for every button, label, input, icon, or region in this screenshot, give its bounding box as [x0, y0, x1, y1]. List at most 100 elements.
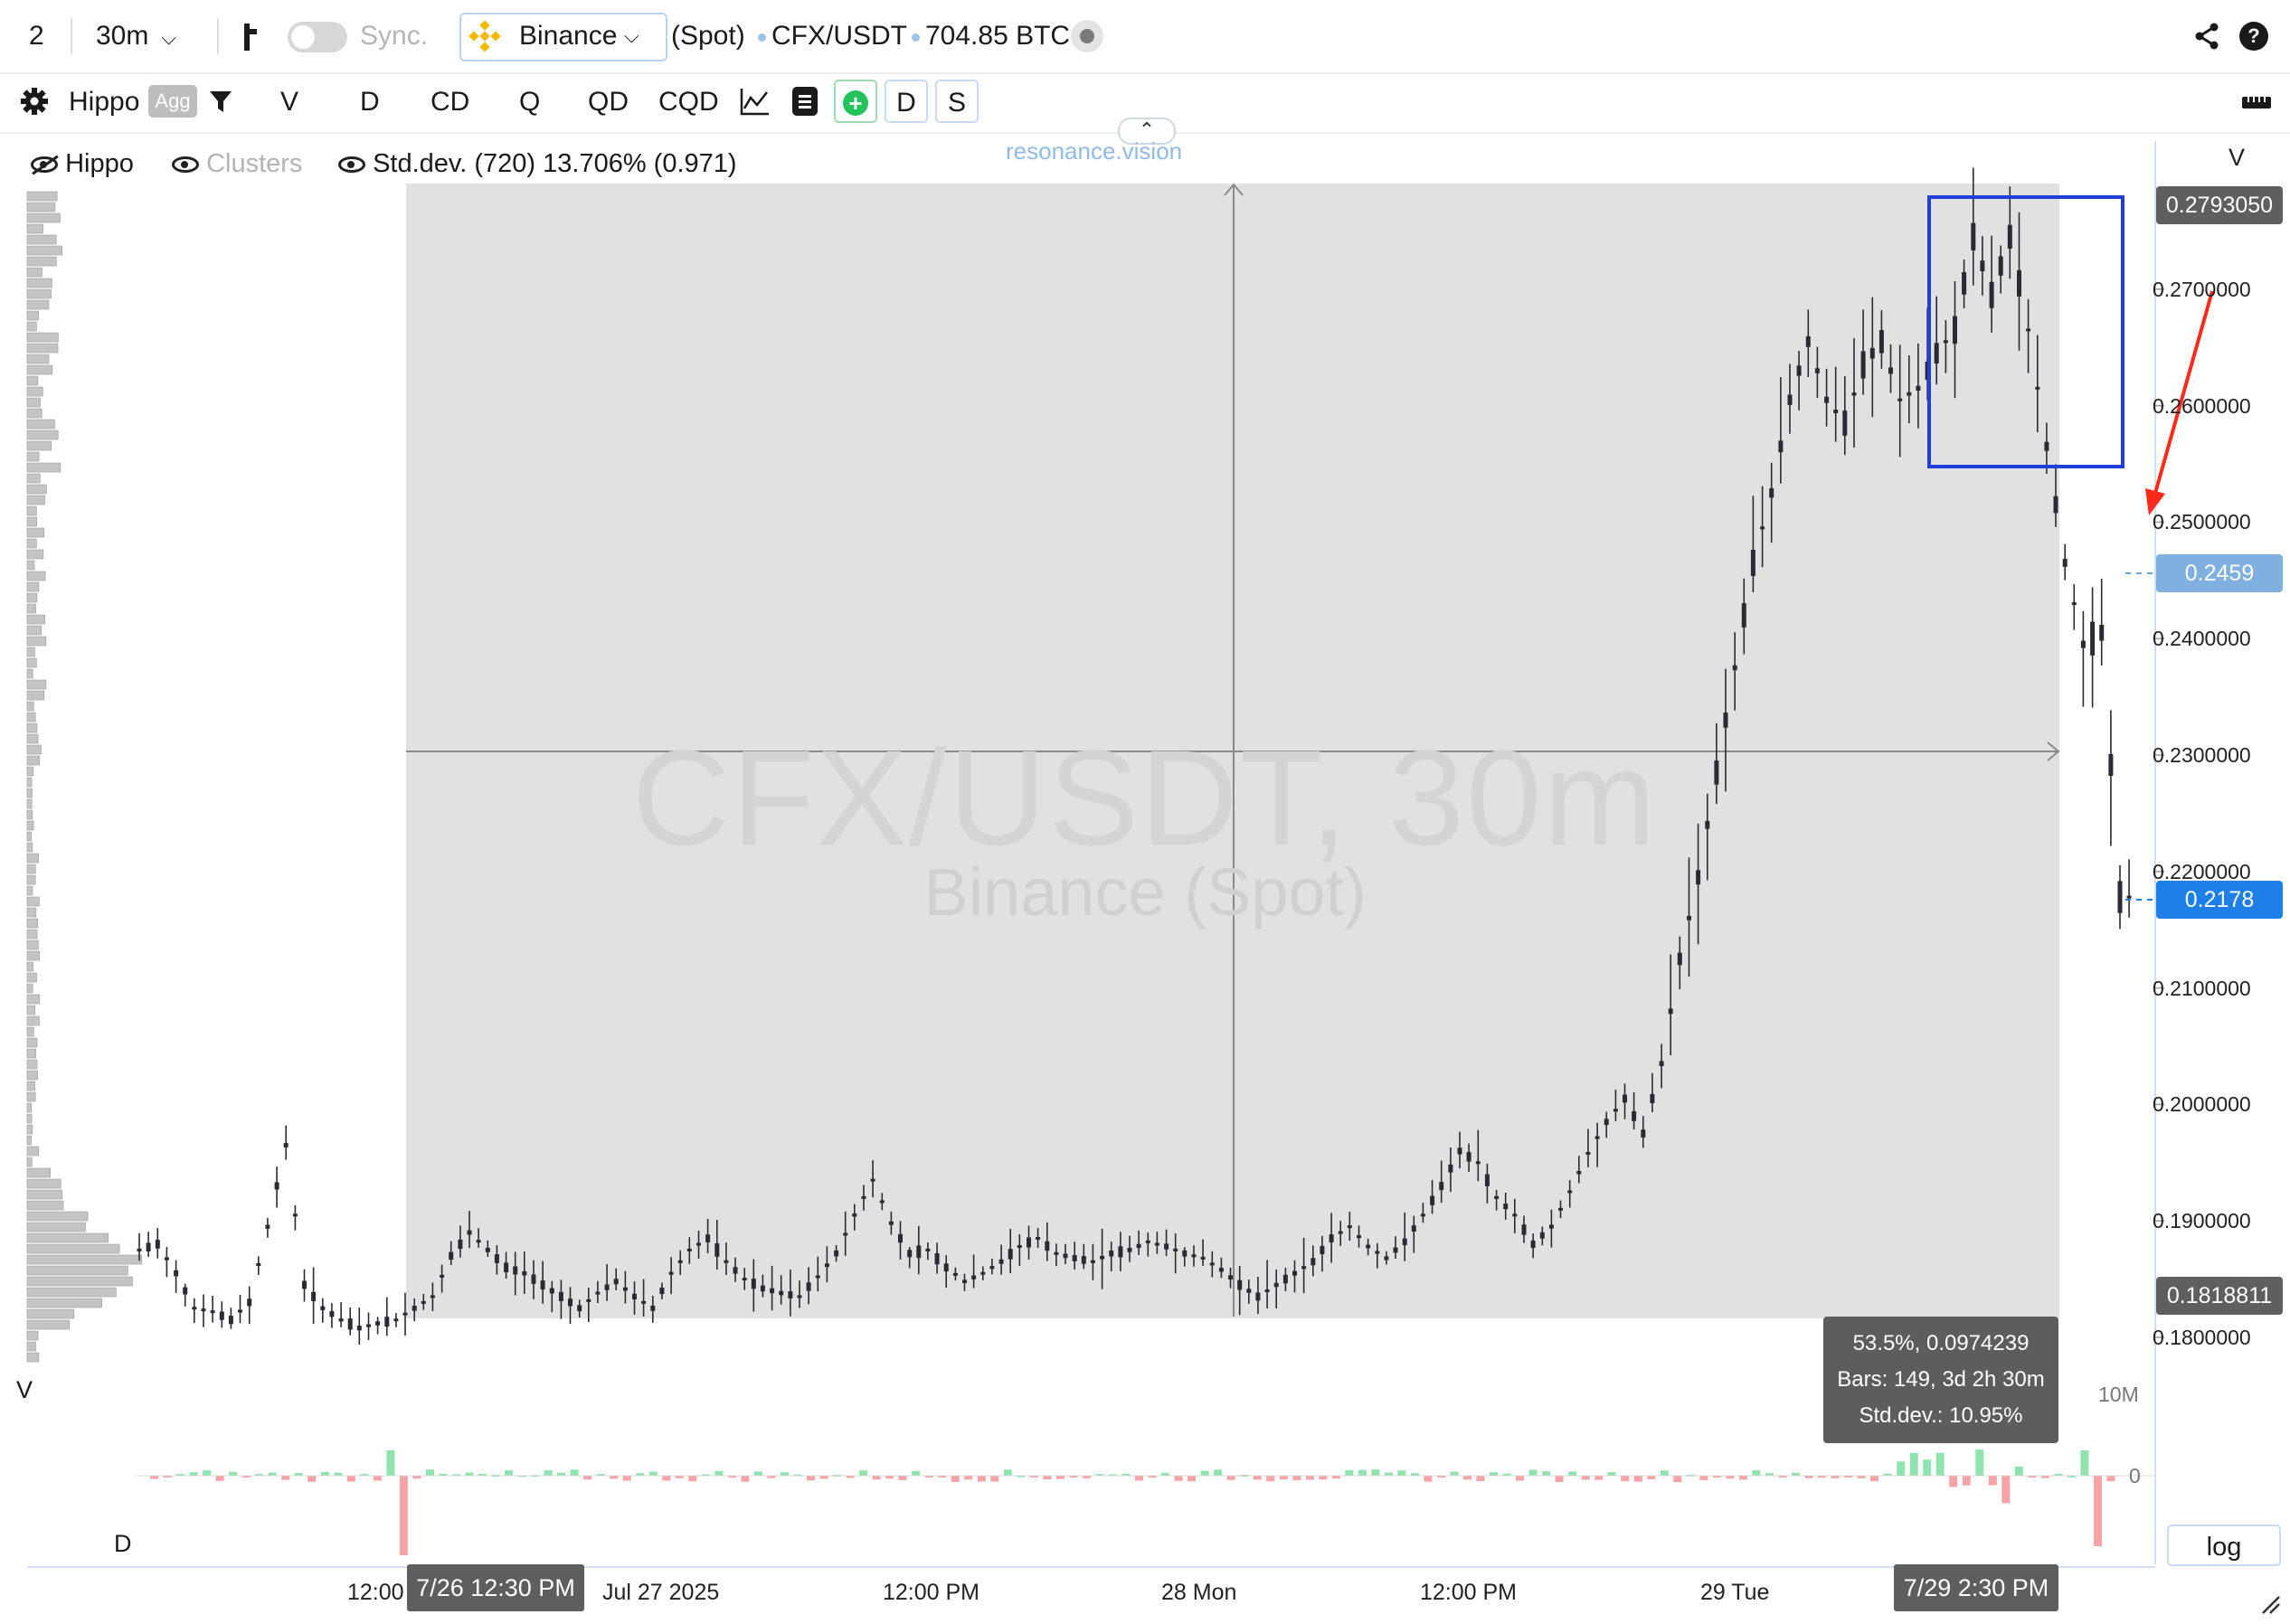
volume-profile-bar	[26, 234, 57, 245]
delta-bar	[1804, 1476, 1813, 1478]
indicator-stddev-label: Std.dev. (720) 13.706% (0.971)	[373, 149, 737, 178]
delta-bar	[452, 1474, 460, 1477]
candle-body	[797, 1295, 802, 1298]
candle-body	[549, 1288, 554, 1294]
help-icon[interactable]: ?	[2239, 22, 2268, 51]
volume-profile-bar	[26, 636, 47, 647]
delta-bar	[1029, 1476, 1038, 1478]
candle-body	[2080, 640, 2086, 648]
agg-badge[interactable]: Agg	[148, 85, 197, 118]
candle-body	[375, 1321, 381, 1326]
volume-profile-bar	[26, 1276, 133, 1287]
delta-bar	[610, 1476, 619, 1479]
candle-body	[430, 1295, 435, 1298]
volume-profile-bar	[26, 1015, 40, 1026]
volume-profile-bar	[26, 1352, 40, 1363]
delta-bar	[346, 1476, 355, 1482]
chart-type-icon[interactable]	[242, 24, 259, 51]
volume-profile-bar	[26, 853, 39, 864]
price-tick-label: 0.2700000	[2153, 277, 2251, 301]
delta-bar	[964, 1476, 973, 1480]
candle-body	[274, 1182, 279, 1190]
candle-body	[1017, 1245, 1022, 1248]
delta-bar	[2001, 1476, 2011, 1504]
candle-body	[632, 1293, 637, 1299]
volume-profile-bar	[26, 462, 62, 473]
candle-body	[622, 1287, 628, 1291]
collapse-toolbar-button[interactable]: ⌃	[1118, 118, 1176, 145]
candle-body	[155, 1240, 160, 1249]
toggle-s-button[interactable]: S	[935, 80, 979, 123]
candle-body	[1971, 222, 1976, 250]
btn-d[interactable]: D	[360, 87, 380, 117]
btn-q[interactable]: Q	[519, 87, 541, 117]
volume-profile-bar	[26, 842, 33, 853]
candle-body	[402, 1312, 408, 1316]
profile-label[interactable]: Hippo	[69, 87, 140, 117]
indicator-stddev[interactable]: Std.dev. (720) 13.706% (0.971)	[338, 145, 737, 183]
timeframe-select[interactable]: 30m ⌵	[96, 16, 176, 58]
layout-count[interactable]: 2	[29, 21, 44, 51]
candle-body	[659, 1287, 665, 1295]
candle-body	[183, 1287, 188, 1295]
btn-cd[interactable]: CD	[431, 87, 470, 117]
delta-bar	[1502, 1473, 1511, 1476]
sync-toggle[interactable]	[288, 22, 347, 52]
resize-handle-icon[interactable]	[2261, 1595, 2281, 1619]
volume-profile-bar	[26, 712, 36, 722]
btn-qd[interactable]: QD	[588, 87, 629, 117]
indicator-clusters[interactable]: Clusters	[172, 145, 302, 183]
delta-bar	[1633, 1476, 1642, 1482]
candle-body	[1292, 1270, 1297, 1276]
volume-profile-bar	[26, 364, 53, 375]
volume-profile-bar	[26, 722, 38, 733]
delta-bar	[1226, 1476, 1235, 1480]
volume-profile-bar	[26, 202, 56, 212]
chevron-down-icon: ⌵	[161, 26, 177, 49]
log-scale-button[interactable]: log	[2167, 1525, 2281, 1566]
volume-profile-bar	[26, 430, 59, 440]
candle-body	[733, 1267, 738, 1274]
volume-profile-bar	[26, 744, 42, 755]
candle-body	[2017, 269, 2021, 297]
delta-bar	[1279, 1476, 1288, 1480]
delta-bar	[898, 1476, 907, 1480]
filter-icon[interactable]	[208, 89, 233, 118]
candle-body	[440, 1274, 445, 1278]
candle-body	[852, 1213, 857, 1217]
notes-icon[interactable]	[792, 87, 818, 116]
candle-body	[1539, 1232, 1545, 1239]
volume-profile-bar	[26, 1254, 142, 1265]
delta-bar	[2040, 1476, 2049, 1478]
share-icon[interactable]	[2192, 22, 2221, 55]
add-indicator-button[interactable]: +	[834, 80, 877, 123]
exchange-select[interactable]	[459, 13, 667, 61]
candle-body	[1769, 487, 1774, 498]
delta-bar	[1003, 1469, 1012, 1476]
delta-bar	[741, 1476, 750, 1482]
btn-v[interactable]: V	[280, 87, 299, 117]
candle-body	[219, 1311, 224, 1320]
volume-profile-bar	[26, 473, 41, 484]
highlight-box	[1927, 195, 2124, 468]
ruler-icon[interactable]	[2241, 94, 2272, 115]
volume-profile-bar	[26, 299, 50, 310]
toggle-d-button[interactable]: D	[885, 80, 928, 123]
delta-bar	[1647, 1476, 1656, 1479]
pair-text: CFX/USDT	[771, 21, 907, 51]
candle-body	[2035, 386, 2040, 390]
delta-bar	[1621, 1476, 1630, 1482]
btn-cqd[interactable]: CQD	[658, 87, 719, 117]
volume-profile-bar	[26, 1113, 33, 1124]
candle-body	[540, 1280, 545, 1289]
record-icon[interactable]	[1071, 20, 1103, 52]
delta-bar	[1476, 1476, 1485, 1481]
indicator-hippo[interactable]: Hippo	[31, 145, 134, 183]
line-chart-icon[interactable]	[740, 87, 771, 120]
volume-profile-bar	[26, 1081, 35, 1091]
delta-bar	[320, 1471, 329, 1476]
gear-icon[interactable]	[20, 87, 49, 120]
candle-body	[1320, 1245, 1325, 1254]
delta-bar	[636, 1473, 645, 1477]
